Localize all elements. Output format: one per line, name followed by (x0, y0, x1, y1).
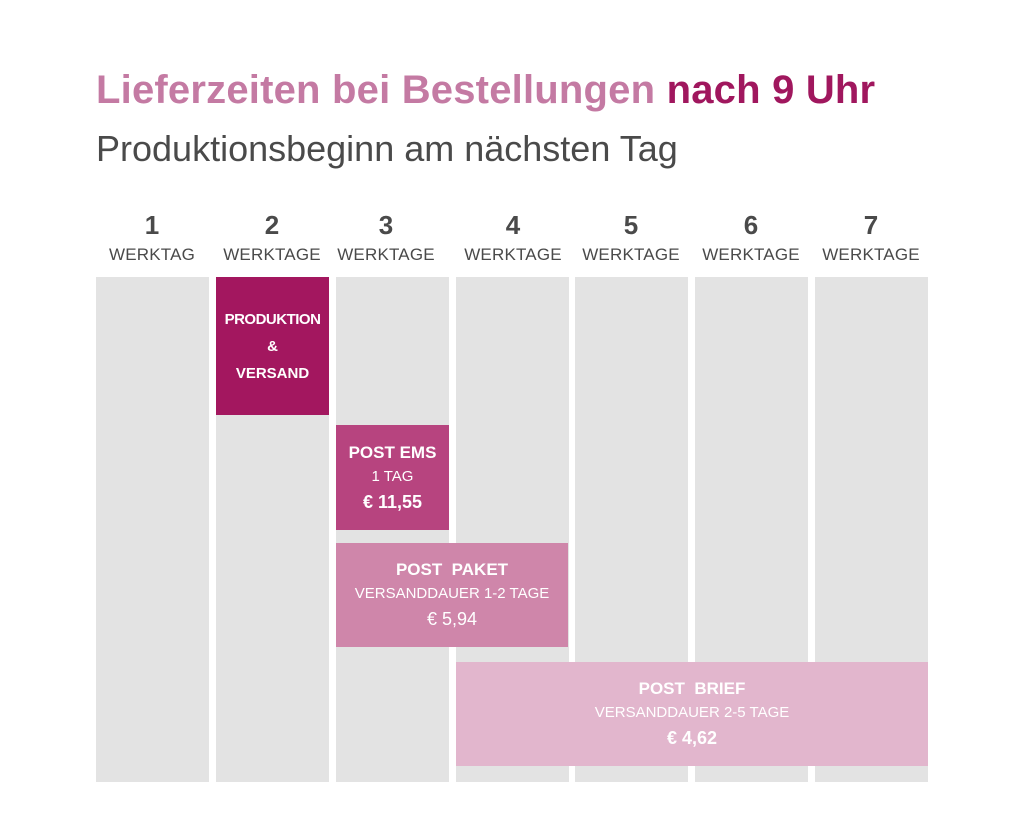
post-ems-duration: 1 TAG (371, 467, 414, 485)
post-brief-title: POST BRIEF (638, 679, 746, 698)
day-number: 7 (863, 210, 879, 240)
page-subtitle: Produktionsbeginn am nächsten Tag (96, 128, 678, 169)
day-header-1: 1 WERKTAG (92, 210, 212, 266)
day-header-7: 7 WERKTAGE (811, 210, 931, 266)
production-line-1: PRODUKTION (224, 310, 321, 328)
day-number: 6 (743, 210, 759, 240)
day-header-2: 2 WERKTAGE (212, 210, 332, 266)
day-number: 4 (505, 210, 521, 240)
production-line-3: VERSAND (235, 364, 310, 382)
day-header-6: 6 WERKTAGE (691, 210, 811, 266)
day-label: WERKTAGE (582, 245, 680, 264)
title-highlight: nach 9 Uhr (666, 68, 876, 112)
post-paket-duration: VERSANDDAUER 1-2 TAGE (354, 585, 550, 602)
day-header-4: 4 WERKTAGE (453, 210, 573, 266)
post-ems-price: € 11,55 (362, 491, 423, 512)
post-ems-block: POST EMS 1 TAG € 11,55 (336, 425, 449, 530)
post-brief-duration: VERSANDDAUER 2-5 TAGE (594, 704, 790, 721)
day-label: WERKTAGE (337, 245, 435, 264)
production-line-2: & (267, 337, 278, 355)
day-header-5: 5 WERKTAGE (571, 210, 691, 266)
day-number: 1 (144, 210, 160, 240)
day-label: WERKTAGE (702, 245, 800, 264)
page-title: Lieferzeiten bei Bestellungen nach 9 Uhr (96, 68, 875, 113)
day-column-1 (96, 277, 209, 782)
post-paket-block: POST PAKET VERSANDDAUER 1-2 TAGE € 5,94 (336, 543, 568, 647)
post-paket-title: POST PAKET (395, 560, 509, 579)
title-main: Lieferzeiten bei Bestellungen (96, 68, 656, 112)
day-number: 3 (378, 210, 394, 240)
post-ems-title: POST EMS (348, 442, 437, 462)
day-number: 2 (264, 210, 280, 240)
day-header-3: 3 WERKTAGE (326, 210, 446, 266)
post-brief-block: POST BRIEF VERSANDDAUER 2-5 TAGE € 4,62 (456, 662, 928, 766)
day-number: 5 (623, 210, 639, 240)
production-block: PRODUKTION & VERSAND (216, 277, 329, 415)
post-paket-price: € 5,94 (426, 609, 478, 629)
day-label: WERKTAGE (464, 245, 562, 264)
day-label: WERKTAGE (822, 245, 920, 264)
day-label: WERKTAGE (223, 245, 321, 264)
day-label: WERKTAG (108, 245, 196, 264)
post-brief-price: € 4,62 (666, 728, 718, 748)
